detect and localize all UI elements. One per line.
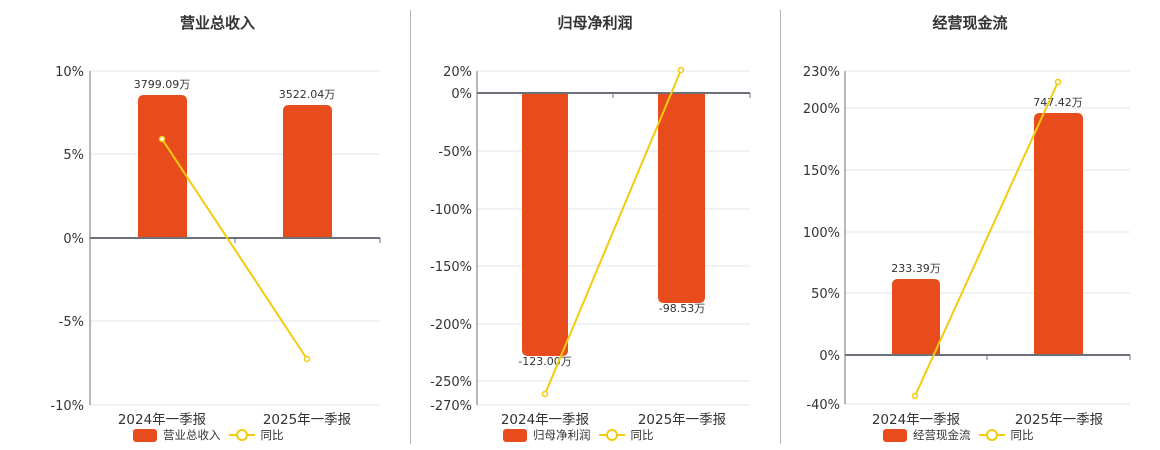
x-category: 2024年一季报	[118, 412, 206, 428]
y-tick: -270%	[430, 399, 472, 414]
legend-line-label[interactable]: 同比	[1010, 428, 1034, 442]
legend-line-label[interactable]: 同比	[630, 428, 654, 442]
x-category: 2024年一季报	[501, 412, 589, 428]
y-tick: 5%	[63, 148, 84, 163]
legend-line-marker-icon[interactable]	[228, 428, 255, 442]
yoy-point[interactable]	[158, 135, 166, 143]
bar-value-label: 747.42万	[1033, 96, 1083, 109]
y-tick: -5%	[59, 315, 84, 330]
chart-title: 归母净利润	[557, 14, 633, 32]
legend-line-marker-icon[interactable]	[598, 428, 625, 442]
legend-bar-label[interactable]: 归母净利润	[533, 428, 591, 442]
chart-plot: 230% 200% 150% 100% 50% 0% -40% 233.39万 …	[803, 65, 1131, 428]
yoy-point[interactable]	[1054, 78, 1062, 86]
bar-value-label: 3799.09万	[134, 78, 191, 91]
x-category: 2025年一季报	[638, 412, 726, 428]
bar-2024q1[interactable]	[138, 95, 187, 238]
chart-net-profit: 归母净利润 20% 0% -50% -100% -150% -200% -250…	[410, 0, 780, 450]
legend-bar-swatch-icon[interactable]	[883, 428, 907, 442]
legend-bar-swatch-icon[interactable]	[133, 428, 157, 442]
bar-value-label: 3522.04万	[279, 88, 336, 101]
yoy-line	[914, 81, 1059, 397]
x-category: 2024年一季报	[872, 412, 960, 428]
yoy-line	[544, 69, 682, 395]
bar-2024q1[interactable]	[522, 93, 568, 356]
y-tick: 150%	[803, 164, 840, 179]
legend-bar-label[interactable]: 经营现金流	[913, 428, 971, 442]
y-tick: 50%	[811, 287, 840, 302]
bar-2025q1[interactable]	[283, 105, 332, 238]
yoy-point[interactable]	[541, 390, 549, 398]
panel-divider	[410, 10, 411, 444]
chart-revenue: 营业总收入 10% 5% 0% -5% -10% 3799.09万 3522.0…	[0, 0, 400, 450]
y-tick: -100%	[430, 203, 472, 218]
legend: 营业总收入 同比	[133, 427, 284, 443]
y-tick: 0%	[63, 232, 84, 247]
yoy-point[interactable]	[677, 66, 685, 74]
legend-bar-label[interactable]: 营业总收入	[163, 428, 221, 442]
x-category: 2025年一季报	[1015, 412, 1103, 428]
chart-title: 营业总收入	[179, 14, 255, 32]
bar-value-label: 233.39万	[891, 262, 941, 275]
y-tick: 230%	[803, 65, 840, 80]
bar-2024q1[interactable]	[892, 279, 940, 355]
panel-divider	[780, 10, 781, 444]
y-tick: -10%	[50, 399, 84, 414]
y-tick: 10%	[55, 65, 84, 80]
y-tick: -40%	[806, 398, 840, 413]
legend: 经营现金流 同比	[883, 427, 1034, 443]
bar-value-label: -98.53万	[659, 302, 705, 315]
bar-2025q1[interactable]	[658, 93, 705, 303]
chart-operating-cash-flow: 经营现金流 230% 200% 150% 100% 50% 0% -40% 23…	[780, 0, 1160, 450]
chart-plot: 10% 5% 0% -5% -10% 3799.09万 3522.04万 202…	[50, 65, 381, 428]
y-tick: 0%	[451, 87, 472, 102]
legend-line-marker-icon[interactable]	[978, 428, 1005, 442]
y-tick: -200%	[430, 318, 472, 333]
legend: 归母净利润 同比	[503, 427, 654, 443]
y-tick: -150%	[430, 260, 472, 275]
y-tick: 100%	[803, 226, 840, 241]
legend-bar-swatch-icon[interactable]	[503, 428, 527, 442]
legend-line-label[interactable]: 同比	[260, 428, 284, 442]
y-tick: 0%	[819, 349, 840, 364]
yoy-point[interactable]	[911, 392, 919, 400]
y-tick: 20%	[443, 65, 472, 80]
yoy-line	[161, 138, 308, 360]
y-tick: 200%	[803, 102, 840, 117]
x-category: 2025年一季报	[263, 412, 351, 428]
chart-title: 经营现金流	[932, 14, 1008, 32]
bar-value-label: -123.00万	[518, 355, 571, 368]
y-tick: -50%	[438, 145, 472, 160]
chart-plot: 20% 0% -50% -100% -150% -200% -250% -270…	[430, 65, 751, 428]
yoy-point[interactable]	[303, 355, 311, 363]
bar-2025q1[interactable]	[1034, 113, 1083, 355]
y-tick: -250%	[430, 375, 472, 390]
